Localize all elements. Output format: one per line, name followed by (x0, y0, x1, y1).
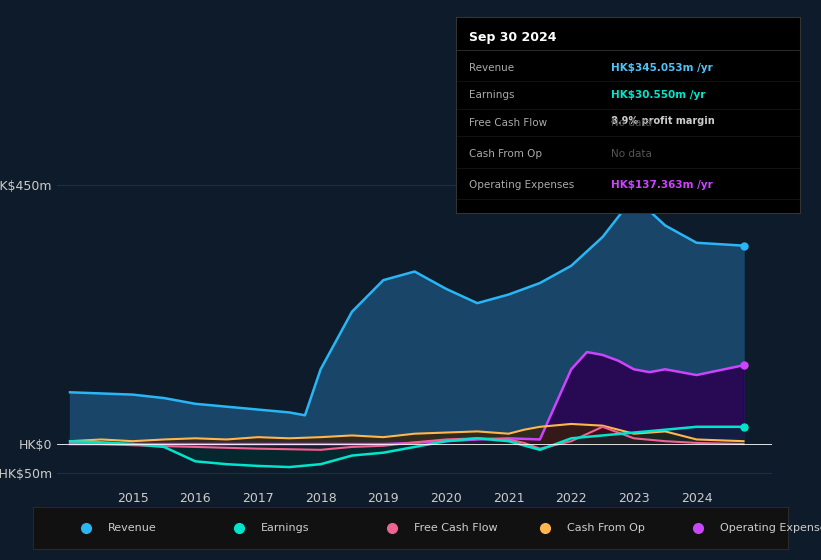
Text: Free Cash Flow: Free Cash Flow (415, 523, 498, 533)
Text: HK$345.053m /yr: HK$345.053m /yr (611, 63, 713, 73)
Text: Sep 30 2024: Sep 30 2024 (470, 31, 557, 44)
Text: Operating Expenses: Operating Expenses (470, 180, 575, 190)
Text: 8.9% profit margin: 8.9% profit margin (611, 116, 714, 125)
Text: HK$30.550m /yr: HK$30.550m /yr (611, 90, 705, 100)
Text: Free Cash Flow: Free Cash Flow (470, 118, 548, 128)
Text: Revenue: Revenue (470, 63, 515, 73)
Text: Operating Expenses: Operating Expenses (720, 523, 821, 533)
Text: No data: No data (611, 118, 652, 128)
Text: Cash From Op: Cash From Op (567, 523, 645, 533)
Text: Cash From Op: Cash From Op (470, 149, 543, 159)
Text: No data: No data (611, 149, 652, 159)
Text: Earnings: Earnings (470, 90, 515, 100)
Text: Revenue: Revenue (108, 523, 157, 533)
Text: Earnings: Earnings (261, 523, 310, 533)
Text: HK$137.363m /yr: HK$137.363m /yr (611, 180, 713, 190)
